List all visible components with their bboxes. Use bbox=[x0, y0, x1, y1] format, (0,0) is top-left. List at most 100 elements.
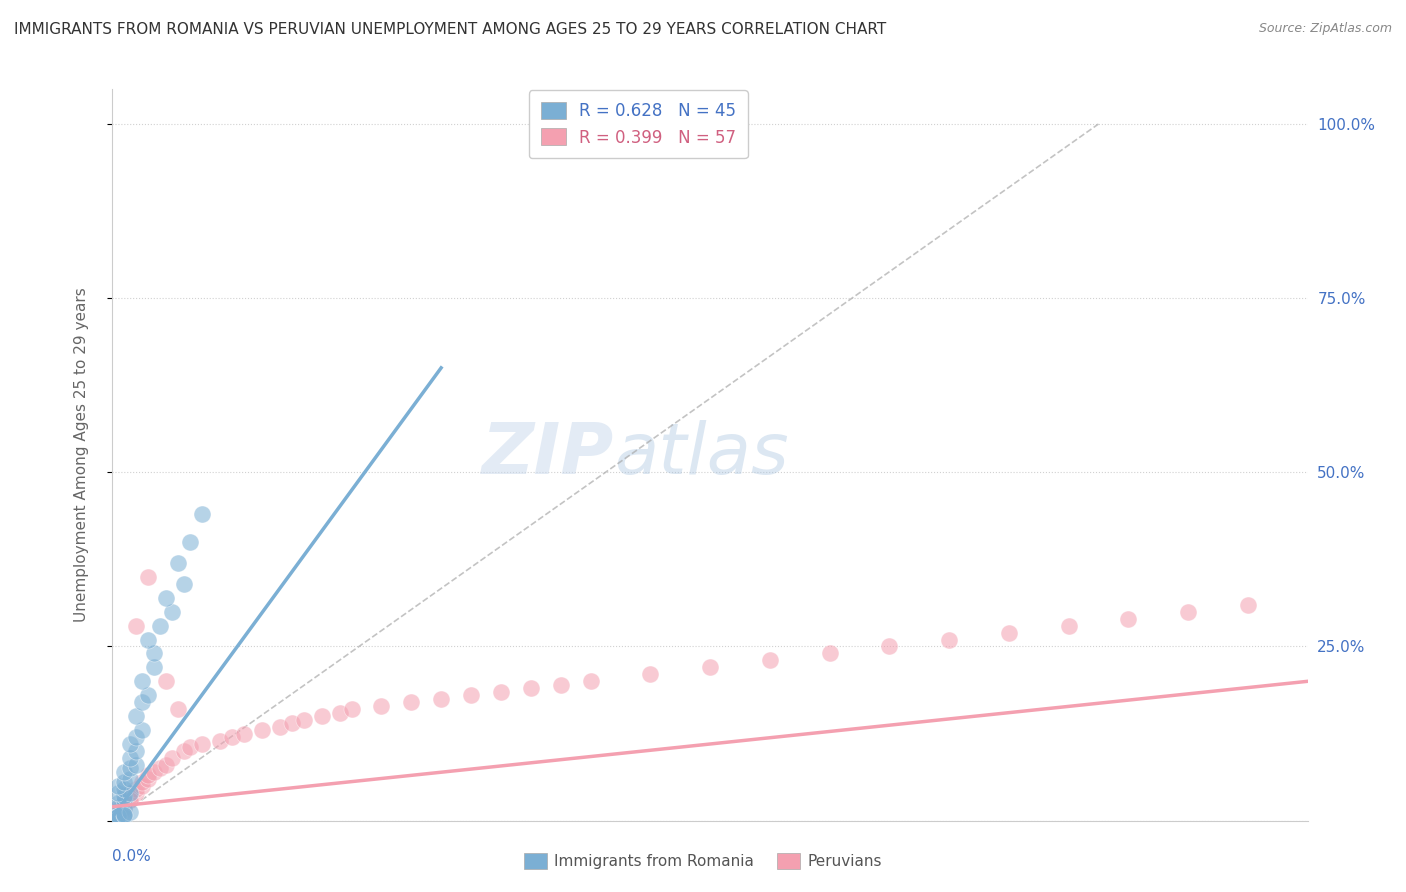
Point bbox=[292, 713, 315, 727]
Point bbox=[138, 632, 160, 647]
Point bbox=[162, 751, 183, 765]
Point bbox=[1237, 598, 1260, 612]
Point bbox=[179, 740, 201, 755]
Point bbox=[125, 618, 148, 632]
Point bbox=[149, 618, 172, 632]
Point bbox=[155, 758, 177, 772]
Point bbox=[120, 793, 142, 807]
Point bbox=[114, 810, 135, 824]
Point bbox=[879, 640, 901, 654]
Point bbox=[149, 761, 172, 775]
Point bbox=[125, 786, 148, 800]
Point bbox=[520, 681, 543, 696]
Point bbox=[489, 685, 512, 699]
Point bbox=[107, 786, 129, 800]
Point bbox=[107, 806, 129, 821]
Y-axis label: Unemployment Among Ages 25 to 29 years: Unemployment Among Ages 25 to 29 years bbox=[75, 287, 89, 623]
Point bbox=[1118, 612, 1140, 626]
Point bbox=[138, 772, 160, 786]
Point bbox=[120, 793, 142, 807]
Point bbox=[107, 796, 129, 810]
Point bbox=[138, 768, 160, 782]
Point bbox=[114, 782, 135, 797]
Point bbox=[107, 808, 129, 822]
Point bbox=[233, 726, 256, 740]
Point bbox=[120, 751, 142, 765]
Point bbox=[138, 688, 160, 702]
Point bbox=[120, 772, 142, 786]
Point bbox=[107, 812, 129, 826]
Point bbox=[699, 660, 721, 674]
Point bbox=[114, 764, 135, 779]
Point bbox=[138, 570, 160, 584]
Point bbox=[370, 698, 392, 713]
Point bbox=[209, 733, 232, 747]
Point bbox=[107, 803, 129, 817]
Point bbox=[107, 806, 129, 821]
Point bbox=[125, 758, 148, 772]
Point bbox=[107, 809, 129, 823]
Point bbox=[125, 744, 148, 758]
Point bbox=[131, 674, 153, 689]
Point bbox=[1177, 605, 1199, 619]
Point bbox=[114, 803, 135, 817]
Point bbox=[191, 507, 214, 521]
Point bbox=[167, 702, 190, 716]
Point bbox=[125, 709, 148, 723]
Point bbox=[114, 808, 135, 822]
Text: ZIP: ZIP bbox=[482, 420, 614, 490]
Point bbox=[104, 810, 127, 824]
Point bbox=[162, 605, 183, 619]
Point bbox=[281, 716, 304, 731]
Point bbox=[131, 779, 153, 793]
Point bbox=[818, 647, 841, 661]
Point bbox=[191, 737, 214, 751]
Point bbox=[107, 805, 129, 820]
Point bbox=[173, 744, 195, 758]
Point bbox=[104, 811, 127, 825]
Point bbox=[1057, 618, 1080, 632]
Point bbox=[221, 730, 243, 744]
Text: IMMIGRANTS FROM ROMANIA VS PERUVIAN UNEMPLOYMENT AMONG AGES 25 TO 29 YEARS CORRE: IMMIGRANTS FROM ROMANIA VS PERUVIAN UNEM… bbox=[14, 22, 886, 37]
Point bbox=[114, 807, 135, 822]
Point bbox=[640, 667, 662, 681]
Point bbox=[120, 789, 142, 804]
Point bbox=[143, 660, 166, 674]
Point bbox=[131, 775, 153, 789]
Text: atlas: atlas bbox=[614, 420, 789, 490]
Point bbox=[120, 786, 142, 800]
Point bbox=[998, 625, 1021, 640]
Point bbox=[269, 720, 291, 734]
Point bbox=[114, 793, 135, 807]
Point bbox=[311, 709, 333, 723]
Point bbox=[114, 799, 135, 814]
Point bbox=[173, 576, 195, 591]
Point bbox=[131, 695, 153, 709]
Point bbox=[155, 674, 177, 689]
Point bbox=[250, 723, 273, 737]
Point bbox=[125, 782, 148, 797]
Point bbox=[759, 653, 782, 667]
Point bbox=[550, 678, 572, 692]
Text: Source: ZipAtlas.com: Source: ZipAtlas.com bbox=[1258, 22, 1392, 36]
Text: 0.0%: 0.0% bbox=[112, 849, 152, 863]
Point bbox=[114, 789, 135, 804]
Point bbox=[155, 591, 177, 605]
Point bbox=[179, 535, 201, 549]
Point bbox=[131, 723, 153, 737]
Point bbox=[120, 737, 142, 751]
Point bbox=[107, 808, 129, 822]
Point bbox=[107, 809, 129, 823]
Point bbox=[329, 706, 352, 720]
Point bbox=[120, 805, 142, 820]
Point bbox=[107, 799, 129, 814]
Point bbox=[120, 761, 142, 775]
Point bbox=[125, 730, 148, 744]
Point bbox=[143, 647, 166, 661]
Point bbox=[143, 764, 166, 779]
Point bbox=[340, 702, 363, 716]
Point bbox=[430, 691, 453, 706]
Point bbox=[114, 801, 135, 815]
Point bbox=[107, 801, 129, 815]
Point bbox=[401, 695, 423, 709]
